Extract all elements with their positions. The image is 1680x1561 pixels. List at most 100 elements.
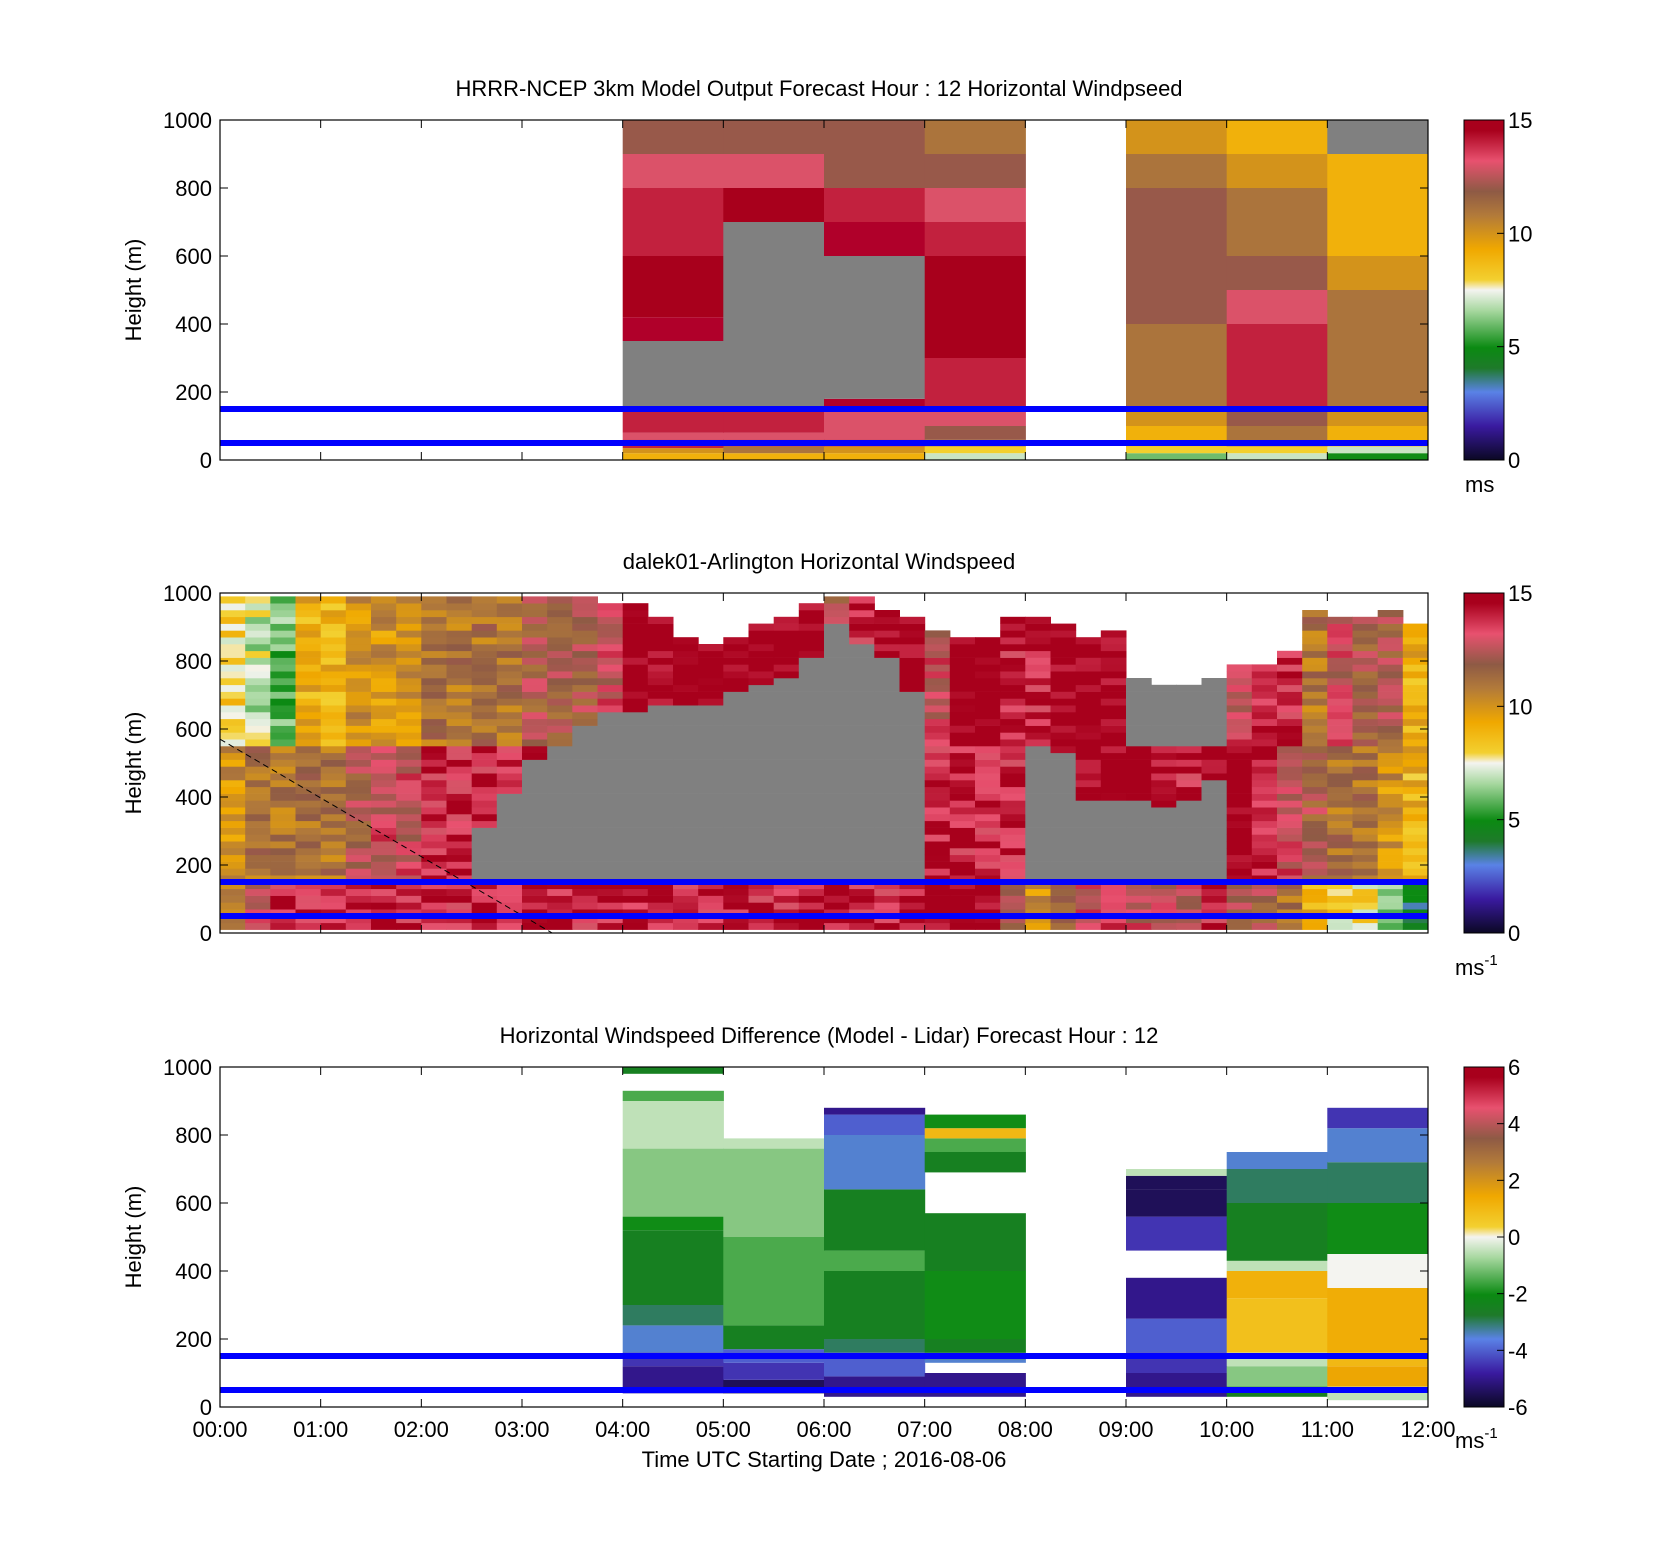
heatmap-cell [748,820,775,828]
heatmap-cell [572,718,598,726]
heatmap-cell [899,841,926,849]
heatmap-cell [975,732,1001,740]
heatmap-cell [1226,684,1253,692]
heatmap-cell [320,841,347,849]
heatmap-cell [622,922,649,930]
heatmap-cell [1050,752,1077,760]
heatmap-cell [1151,684,1177,692]
heatmap-cell [522,610,548,618]
heatmap-cell [1327,841,1353,849]
heatmap-cell [1025,786,1051,794]
heatmap-cell [522,814,548,822]
heatmap-cell [1075,671,1102,679]
heatmap-cell [647,739,674,747]
heatmap-cell [1302,712,1328,720]
heatmap-cell [1000,786,1026,794]
heatmap-cell [1201,759,1228,767]
heatmap-cell [1352,691,1379,699]
heatmap-cell [1226,827,1253,835]
heatmap-cell [1302,746,1328,754]
heatmap-cell [1327,780,1353,788]
heatmap-cell [1126,1216,1228,1251]
heatmap-cell [874,698,900,706]
heatmap-cell [421,746,447,754]
heatmap-cell [1176,848,1202,856]
heatmap-cell [245,786,271,794]
heatmap-cell [1201,786,1228,794]
heatmap-cell [673,820,699,828]
heatmap-cell [1327,752,1353,760]
heatmap-cell [647,732,674,740]
heatmap-cell [1352,657,1379,665]
heatmap-cell [1176,807,1202,815]
heatmap-cell [496,786,523,794]
heatmap-cell [647,861,674,869]
heatmap-cell [572,922,598,930]
heatmap-cell [1302,780,1328,788]
heatmap-cell [874,916,900,924]
heatmap-cell [1126,256,1228,324]
heatmap-cell [849,664,875,672]
heatmap-cell [748,766,775,774]
heatmap-cell [899,650,926,658]
y-tick-label: 800 [175,176,212,201]
heatmap-cell [471,678,498,686]
heatmap-cell [949,888,976,896]
heatmap-cell [245,759,271,767]
heatmap-cell [1377,909,1404,917]
heatmap-cell [647,895,674,903]
heatmap-cell [245,848,271,856]
panel-difference-colorbar-unit: ms-1 [1455,1425,1498,1453]
heatmap-cell [1100,882,1127,890]
heatmap-cell [1176,718,1202,726]
heatmap-cell [622,834,649,842]
heatmap-cell [824,678,850,686]
heatmap-cell [421,752,447,760]
heatmap-cell [849,739,875,747]
heatmap-cell [1075,746,1102,754]
heatmap-cell [496,684,523,692]
heatmap-cell [824,1169,926,1190]
heatmap-cell [622,786,649,794]
heatmap-cell [975,759,1001,767]
heatmap-cell [320,746,347,754]
heatmap-cell [698,868,724,876]
heatmap-cell [245,882,271,890]
heatmap-cell [949,909,976,917]
heatmap-cell [1402,752,1429,760]
heatmap-cell [1226,732,1253,740]
heatmap-cell [1327,1128,1429,1163]
heatmap-cell [1000,684,1026,692]
heatmap-cell [723,222,825,409]
panel-difference-y-label: Height (m) [121,1186,146,1289]
heatmap-cell [396,800,422,808]
panel-difference-x-ticks [219,1067,1429,1407]
heatmap-cell [320,766,347,774]
heatmap-cell [1377,671,1404,679]
heatmap-cell [345,848,372,856]
colorbar-tick-label: -6 [1508,1395,1528,1420]
heatmap-cell [622,807,649,815]
heatmap-cell [1176,841,1202,849]
heatmap-cell [396,705,422,713]
heatmap-cell [673,766,699,774]
heatmap-cell [572,596,598,604]
heatmap-cell [824,875,850,883]
heatmap-cell [1402,922,1429,930]
heatmap-cell [1352,712,1379,720]
heatmap-cell [572,616,598,624]
heatmap-cell [1302,807,1328,815]
heatmap-cell [345,746,372,754]
heatmap-cell [647,786,674,794]
heatmap-cell [345,780,372,788]
heatmap-cell [698,902,724,910]
heatmap-cell [345,732,372,740]
heatmap-cell [1000,793,1026,801]
heatmap-cell [295,848,322,856]
heatmap-cell [1302,630,1328,638]
heatmap-cell [1000,902,1026,910]
heatmap-cell [371,800,397,808]
heatmap-cell [824,657,850,665]
heatmap-cell [1100,725,1127,733]
